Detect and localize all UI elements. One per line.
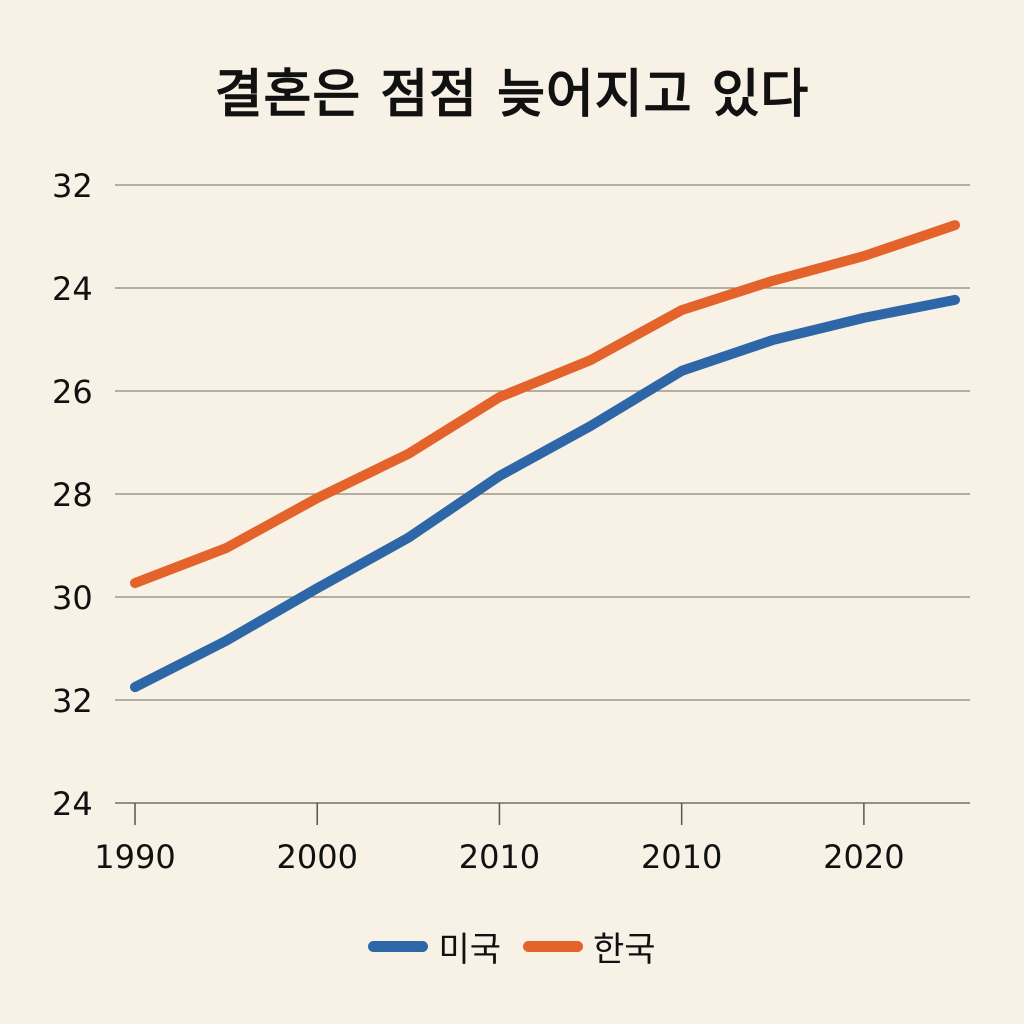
y-tick-label: 30 <box>52 579 93 617</box>
chart-title: 결혼은 점점 늦어지고 있다 <box>214 65 810 125</box>
legend-item: 미국 <box>368 922 501 971</box>
legend-swatch <box>523 941 583 952</box>
legend-item: 한국 <box>523 922 656 971</box>
x-tick-label: 2000 <box>277 838 358 876</box>
y-tick-label: 28 <box>52 476 93 514</box>
legend-swatch <box>368 941 429 952</box>
x-tick-label: 2010 <box>641 838 722 876</box>
x-tick-label: 2020 <box>823 838 904 876</box>
x-tick-label: 1990 <box>94 838 175 876</box>
x-tick-label: 2010 <box>459 838 540 876</box>
legend: 미국 한국 <box>0 922 1024 971</box>
series-line-1 <box>130 220 960 589</box>
y-tick-label: 32 <box>52 682 93 720</box>
legend-label: 한국 <box>593 930 656 970</box>
legend-label: 미국 <box>438 930 501 970</box>
y-tick-label: 24 <box>52 785 93 823</box>
y-tick-label: 32 <box>52 167 93 205</box>
series-line-0 <box>130 294 960 693</box>
y-tick-label: 24 <box>52 270 93 308</box>
y-tick-label: 26 <box>52 373 93 411</box>
